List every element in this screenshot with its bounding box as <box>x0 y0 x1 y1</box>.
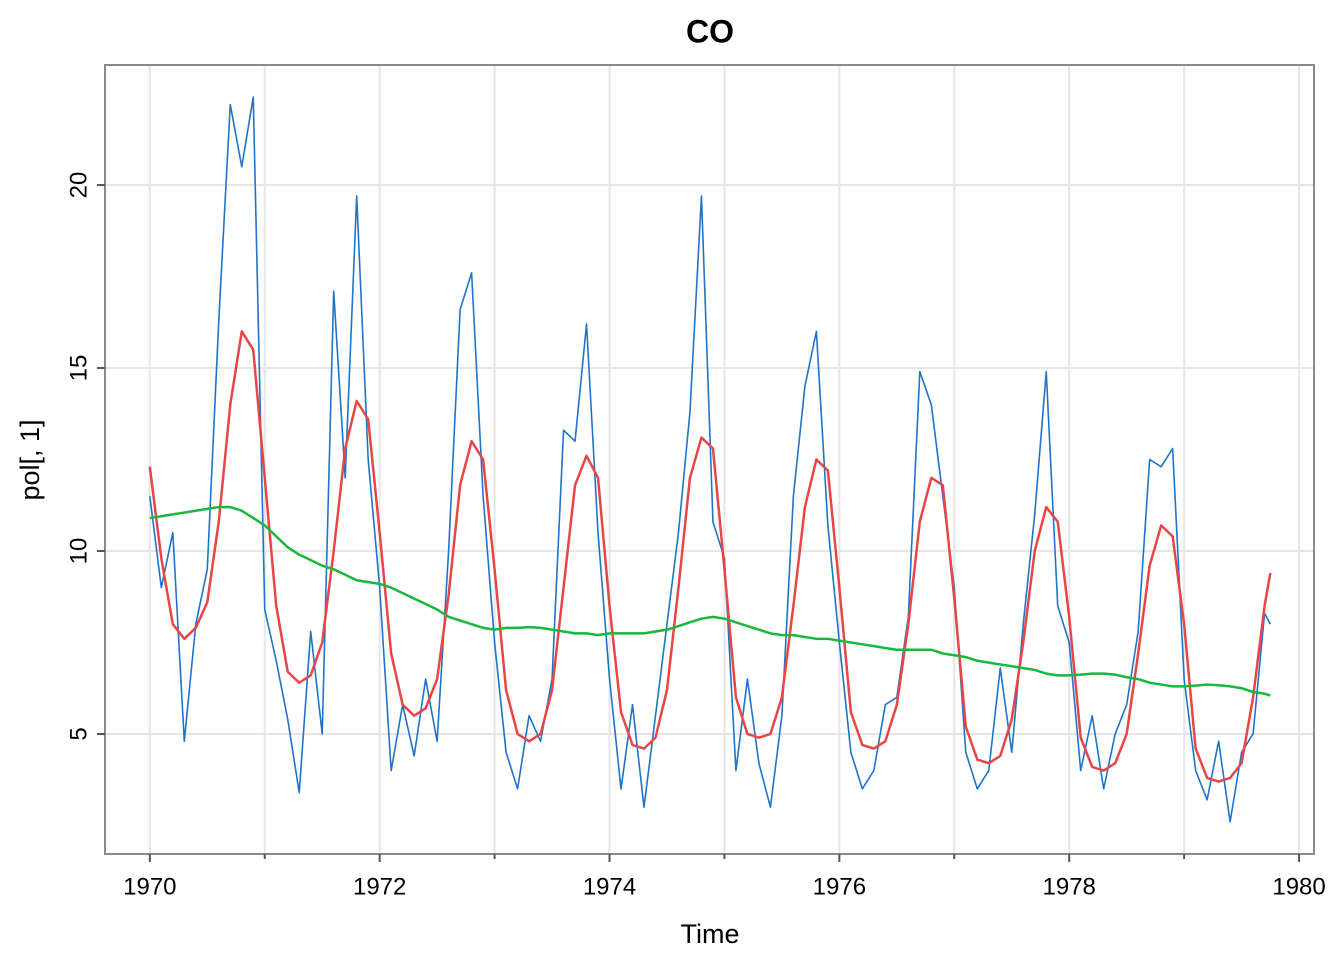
x-tick-label: 1976 <box>813 873 866 900</box>
y-tick-label: 10 <box>65 538 92 565</box>
y-tick-label: 5 <box>65 727 92 740</box>
y-tick-label: 20 <box>65 172 92 199</box>
series-line <box>149 505 1271 697</box>
y-tick-label: 15 <box>65 355 92 382</box>
series-line <box>148 330 1272 783</box>
axes: 1970 1972 1974 1976 1978 1980 5 10 15 20 <box>65 172 1325 901</box>
x-tick-label: 1980 <box>1272 873 1325 900</box>
x-tick-label: 1972 <box>353 873 406 900</box>
y-axis-label: pol[, 1] <box>15 419 45 500</box>
x-tick-label: 1970 <box>123 873 176 900</box>
lines <box>148 96 1272 823</box>
x-axis-label: Time <box>681 919 740 949</box>
chart-title: CO <box>686 13 734 49</box>
plot-frame <box>104 64 1315 855</box>
x-tick-label: 1974 <box>583 873 636 900</box>
x-tick-label: 1978 <box>1043 873 1096 900</box>
series-line <box>149 96 1272 823</box>
grid <box>105 65 1314 854</box>
